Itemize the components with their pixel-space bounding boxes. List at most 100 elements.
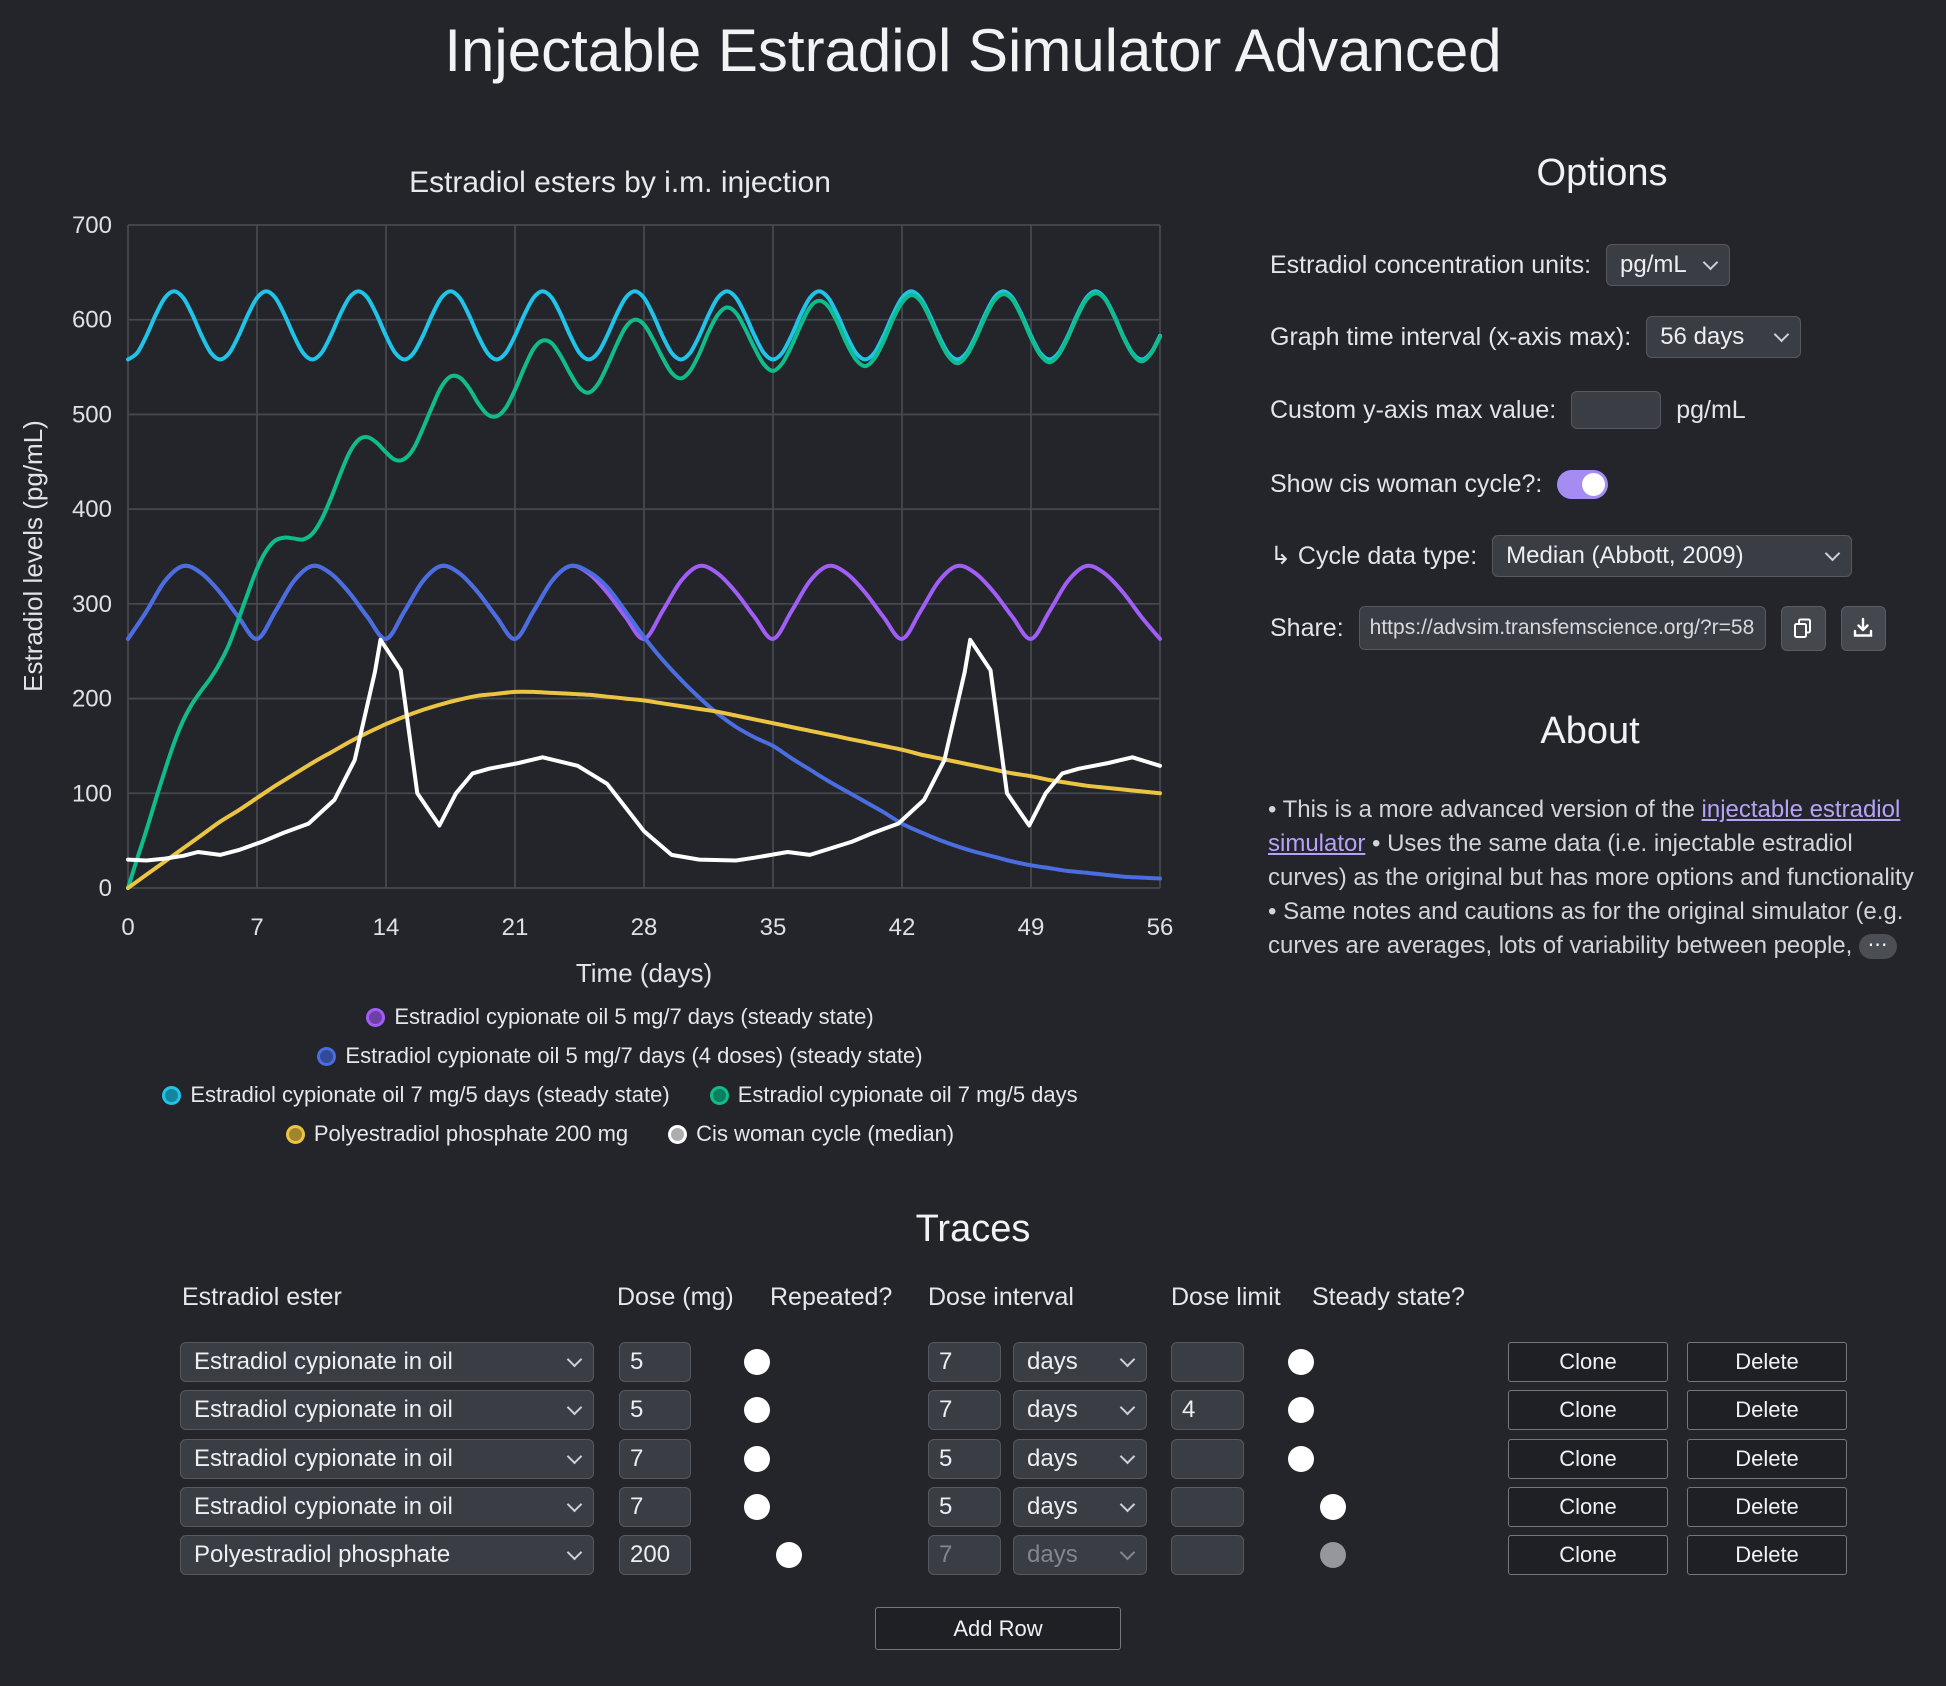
- delete-button[interactable]: Delete: [1687, 1390, 1847, 1430]
- dose-input[interactable]: [619, 1439, 691, 1479]
- series-curve: [126, 689, 1162, 890]
- option-row-share: Share:: [1270, 605, 1946, 651]
- trace-row: Estradiol cypionate in oil days Clone Delet…: [0, 1342, 1946, 1382]
- legend-item-ec5-4doses[interactable]: Estradiol cypionate oil 5 mg/7 days (4 d…: [317, 1043, 923, 1069]
- page-title: Injectable Estradiol Simulator Advanced: [444, 17, 1502, 84]
- trace-row: Polyestradiol phosphate days Clone Delete: [0, 1535, 1946, 1575]
- dose-interval-input[interactable]: [928, 1439, 1001, 1479]
- chart-canvas: 0 7 14 21 28 35 42 49 56 0 100 200 300 400 500 600 700 E…: [18, 166, 1174, 988]
- dose-interval-input[interactable]: [928, 1535, 1001, 1575]
- legend-item-ec5-ss[interactable]: Estradiol cypionate oil 5 mg/7 days (ste…: [366, 1004, 874, 1030]
- clone-button[interactable]: Clone: [1508, 1390, 1668, 1430]
- ester-select[interactable]: Estradiol cypionate in oil: [180, 1342, 594, 1382]
- copy-icon: [1794, 618, 1812, 638]
- tick-label: 56: [1147, 914, 1174, 941]
- dose-limit-input[interactable]: [1171, 1390, 1244, 1430]
- expand-more-button[interactable]: ⋯: [1859, 934, 1897, 960]
- legend-item-ec7[interactable]: Estradiol cypionate oil 7 mg/5 days: [709, 1082, 1078, 1108]
- legend-marker-blue: [317, 1046, 337, 1066]
- dose-limit-input[interactable]: [1171, 1439, 1244, 1479]
- chevron-down-icon: [566, 1448, 583, 1465]
- legend-label: Polyestradiol phosphate 200 mg: [313, 1121, 629, 1146]
- tick-label: 28: [631, 914, 658, 941]
- tick-label: 35: [760, 914, 787, 941]
- chevron-down-icon: [1119, 1544, 1136, 1561]
- delete-button[interactable]: Delete: [1687, 1342, 1847, 1382]
- ester-select-value: Estradiol cypionate in oil: [194, 1348, 453, 1375]
- legend-item-pep[interactable]: Polyestradiol phosphate 200 mg: [285, 1121, 629, 1147]
- dose-input[interactable]: [619, 1342, 691, 1382]
- toggle-knob: [744, 1494, 770, 1520]
- add-row-button[interactable]: Add Row: [875, 1607, 1121, 1650]
- time-interval-select[interactable]: 56 days: [1646, 316, 1802, 358]
- download-image-button[interactable]: [1840, 605, 1886, 651]
- tick-label: 300: [72, 591, 112, 618]
- copy-link-button[interactable]: [1780, 605, 1826, 651]
- share-url-input[interactable]: [1358, 606, 1766, 650]
- legend-label: Estradiol cypionate oil 7 mg/5 days: [737, 1082, 1078, 1107]
- legend-marker-cyan: [162, 1085, 182, 1105]
- dose-limit-input[interactable]: [1171, 1342, 1244, 1382]
- legend-label: Estradiol cypionate oil 7 mg/5 days (ste…: [190, 1082, 670, 1107]
- chevron-down-icon: [1824, 545, 1841, 562]
- option-row-time-interval: Graph time interval (x-axis max): 56 day…: [1270, 314, 1946, 360]
- chevron-down-icon: [566, 1399, 583, 1416]
- tick-label: 600: [72, 307, 112, 334]
- tick-label: 21: [502, 914, 529, 941]
- injectable-estradiol-simulator-link[interactable]: injectable estradiol simulator: [1268, 796, 1901, 857]
- interval-unit-select[interactable]: days: [1013, 1535, 1147, 1575]
- interval-unit-select[interactable]: days: [1013, 1342, 1147, 1382]
- dose-input[interactable]: [619, 1390, 691, 1430]
- trace-row: Estradiol cypionate in oil days Clone Delet…: [0, 1487, 1946, 1527]
- interval-unit-select[interactable]: days: [1013, 1390, 1147, 1430]
- dose-interval-input[interactable]: [928, 1342, 1001, 1382]
- cycle-type-select[interactable]: Median (Abbott, 2009): [1492, 535, 1853, 577]
- series-curve: [126, 637, 1162, 863]
- dose-interval-input[interactable]: [928, 1487, 1001, 1527]
- legend-item-ec7-ss[interactable]: Estradiol cypionate oil 7 mg/5 days (ste…: [162, 1082, 670, 1108]
- chart-legend: Estradiol cypionate oil 5 mg/7 days (ste…: [20, 1004, 1220, 1160]
- ester-select[interactable]: Estradiol cypionate in oil: [180, 1487, 594, 1527]
- dose-limit-input[interactable]: [1171, 1535, 1244, 1575]
- toggle-knob: [1288, 1349, 1314, 1375]
- legend-label: Cis woman cycle (median): [696, 1121, 955, 1146]
- clone-button[interactable]: Clone: [1508, 1342, 1668, 1382]
- col-header-ester: Estradiol ester: [182, 1283, 342, 1311]
- interval-unit-select[interactable]: days: [1013, 1487, 1147, 1527]
- delete-button[interactable]: Delete: [1687, 1535, 1847, 1575]
- option-row-cycle-type: ↳ Cycle data type: Median (Abbott, 2009): [1270, 533, 1946, 579]
- chevron-down-icon: [1119, 1448, 1136, 1465]
- ester-select-value: Estradiol cypionate in oil: [194, 1445, 453, 1472]
- download-icon: [1853, 617, 1873, 637]
- ymax-input[interactable]: [1571, 391, 1662, 429]
- dose-input[interactable]: [619, 1487, 691, 1527]
- tick-label: 0: [99, 875, 112, 902]
- legend-item-cis-cycle[interactable]: Cis woman cycle (median): [668, 1121, 954, 1147]
- options-heading: Options: [1536, 152, 1668, 194]
- chart-title: Estradiol esters by i.m. injection: [409, 166, 831, 199]
- tick-label: 0: [121, 914, 134, 941]
- about-paragraph: • This is a more advanced version of the…: [1268, 793, 1918, 963]
- interval-unit-value: days: [1027, 1396, 1078, 1423]
- units-select[interactable]: pg/mL: [1606, 244, 1731, 286]
- delete-button[interactable]: Delete: [1687, 1439, 1847, 1479]
- delete-button[interactable]: Delete: [1687, 1487, 1847, 1527]
- ester-select[interactable]: Polyestradiol phosphate: [180, 1535, 594, 1575]
- col-header-steady: Steady state?: [1312, 1283, 1465, 1311]
- dose-interval-input[interactable]: [928, 1390, 1001, 1430]
- ester-select[interactable]: Estradiol cypionate in oil: [180, 1439, 594, 1479]
- y-axis-title: Estradiol levels (pg/mL): [18, 420, 48, 692]
- chevron-down-icon: [1119, 1496, 1136, 1513]
- ester-select[interactable]: Estradiol cypionate in oil: [180, 1390, 594, 1430]
- about-text-1: • This is a more advanced version of the: [1268, 796, 1702, 823]
- toggle-knob: [1288, 1397, 1314, 1423]
- cis-cycle-toggle[interactable]: [1557, 469, 1609, 499]
- tick-label: 200: [72, 686, 112, 713]
- clone-button[interactable]: Clone: [1508, 1535, 1668, 1575]
- interval-unit-select[interactable]: days: [1013, 1439, 1147, 1479]
- clone-button[interactable]: Clone: [1508, 1439, 1668, 1479]
- clone-button[interactable]: Clone: [1508, 1487, 1668, 1527]
- dose-limit-input[interactable]: [1171, 1487, 1244, 1527]
- option-row-ymax: Custom y-axis max value: pg/mL: [1270, 387, 1946, 433]
- dose-input[interactable]: [619, 1535, 691, 1575]
